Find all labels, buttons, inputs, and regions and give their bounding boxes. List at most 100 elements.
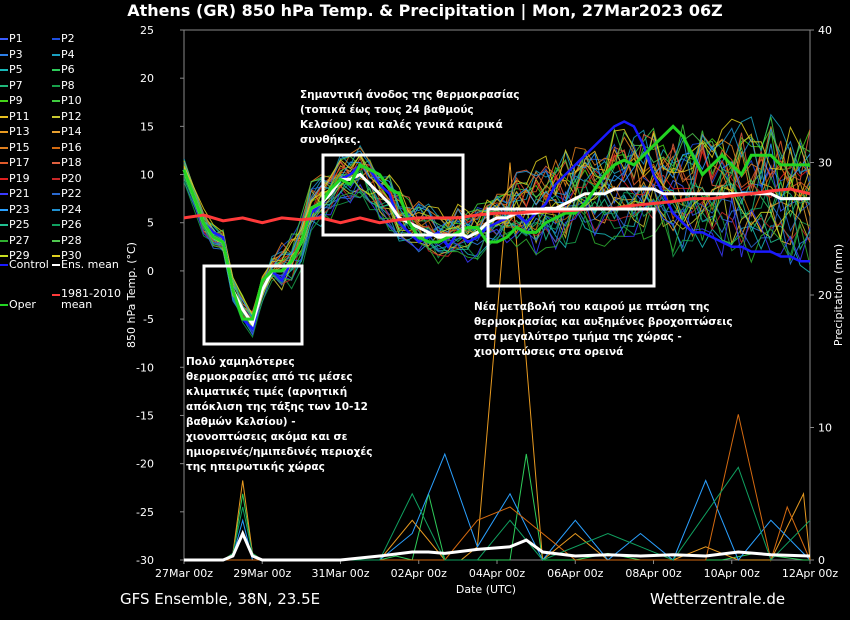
annotation-line: απόκλιση της τάξης των 10-12 bbox=[186, 401, 368, 413]
legend-label: P2 bbox=[61, 32, 75, 45]
y-tick-label: 15 bbox=[140, 120, 154, 133]
legend-label: P27 bbox=[9, 233, 30, 247]
legend-swatch bbox=[0, 177, 8, 180]
x-tick-label: 12Apr 00z bbox=[782, 567, 839, 580]
annotation-line: στο μεγαλύτερο τμήμα της χώρας - bbox=[474, 331, 682, 343]
legend-label: P22 bbox=[61, 187, 82, 200]
legend-label: P7 bbox=[9, 78, 23, 92]
legend-label: P26 bbox=[61, 218, 82, 231]
y-tick-label: 10 bbox=[140, 169, 154, 182]
y-axis-right: 40 30 20 10 0 bbox=[810, 24, 832, 567]
legend-label: P10 bbox=[61, 94, 82, 107]
legend-label: P3 bbox=[9, 47, 23, 61]
legend-swatch bbox=[0, 193, 8, 195]
x-tick-label: 02Apr 00z bbox=[391, 567, 448, 580]
y-right-tick-label: 30 bbox=[818, 157, 832, 170]
member-line bbox=[183, 142, 811, 322]
legend-swatch bbox=[52, 131, 60, 133]
annotation-warming: Σημαντική άνοδος της θερμοκρασίας (τοπικά… bbox=[300, 88, 519, 148]
y-tick-label: 5 bbox=[147, 217, 154, 230]
y-tick-label: -5 bbox=[143, 313, 154, 326]
legend-label: Oper bbox=[9, 298, 36, 311]
legend-swatch bbox=[0, 162, 8, 164]
y-right-tick-label: 10 bbox=[818, 422, 832, 435]
y-right-tick-label: 40 bbox=[818, 24, 832, 37]
chart-title: Athens (GR) 850 hPa Temp. & Precipitatio… bbox=[127, 1, 723, 20]
legend-swatch bbox=[0, 255, 8, 257]
legend-swatch bbox=[0, 208, 8, 211]
legend-label: P11 bbox=[9, 109, 30, 123]
y-tick-label: 20 bbox=[140, 72, 154, 85]
x-axis-label: Date (UTC) bbox=[456, 583, 516, 596]
legend-swatch bbox=[52, 53, 60, 56]
y-right-tick-label: 20 bbox=[818, 289, 832, 302]
legend-swatch bbox=[0, 264, 8, 266]
legend-label: P6 bbox=[61, 63, 75, 76]
y-right-tick-label: 0 bbox=[818, 554, 825, 567]
annotation-line: θερμοκρασίες από τις μέσες bbox=[186, 371, 353, 383]
annotation-line: χιονοπτώσεις ακόμα και σε bbox=[186, 431, 348, 443]
member-line bbox=[183, 166, 811, 324]
precip-line bbox=[184, 466, 811, 561]
y-tick-label: -10 bbox=[136, 361, 154, 374]
legend-swatch bbox=[0, 146, 8, 149]
legend-label: P4 bbox=[61, 47, 75, 61]
y-axis-left: 25 20 15 10 5 0 -5 -10 -15 -20 -25 -30 bbox=[136, 24, 184, 567]
y-axis-right-label: Precipitation (mm) bbox=[832, 244, 845, 346]
y-tick-label: 25 bbox=[140, 24, 154, 37]
y-axis-left-label: 850 hPa Temp. (°C) bbox=[125, 242, 138, 348]
annotation-line: Νέα μεταβολή του καιρού με πτώση της bbox=[474, 301, 710, 313]
legend-swatch bbox=[0, 100, 8, 102]
legend-swatch bbox=[52, 100, 60, 102]
series-layer bbox=[182, 120, 811, 332]
x-tick-label: 29Mar 00z bbox=[233, 567, 291, 580]
legend-swatch bbox=[0, 224, 8, 226]
annotation-cold: Πολύ χαμηλότερες θερμοκρασίες από τις μέσ… bbox=[186, 355, 372, 475]
annotation-line: κλιματικές τιμές (αρνητική bbox=[186, 386, 348, 398]
legend-swatch bbox=[52, 264, 60, 266]
legend-swatch bbox=[52, 115, 60, 118]
member-line bbox=[183, 174, 811, 330]
annotation-line: Πολύ χαμηλότερες bbox=[186, 356, 295, 368]
legend-label: P8 bbox=[61, 78, 75, 92]
y-tick-label: -25 bbox=[136, 506, 154, 519]
annotation-line: βαθμών Κελσίου) - bbox=[186, 416, 296, 428]
legend-swatch bbox=[52, 69, 60, 71]
legend-label: P29 bbox=[9, 249, 30, 262]
legend-label: Control bbox=[9, 258, 49, 271]
annotation-line: (τοπικά έως τους 24 βαθμούς bbox=[300, 104, 474, 116]
legend-label: P13 bbox=[9, 125, 30, 138]
legend-label: P20 bbox=[61, 171, 82, 185]
legend-swatch bbox=[0, 38, 8, 40]
source-caption: Wetterzentrale.de bbox=[650, 590, 786, 608]
legend-label: P24 bbox=[61, 202, 82, 216]
y-tick-label: -20 bbox=[136, 458, 154, 471]
legend-swatch bbox=[0, 84, 8, 87]
series-line bbox=[183, 187, 811, 225]
legend-swatch bbox=[52, 193, 60, 195]
x-tick-label: 08Apr 00z bbox=[625, 567, 682, 580]
precip-line bbox=[184, 529, 811, 562]
legend-label: P30 bbox=[61, 249, 82, 262]
annotation-line: θερμοκρασίας και αυξημένες βροχοπτώσεις bbox=[474, 316, 733, 328]
highlight-box-cold bbox=[202, 264, 304, 346]
legend-label: P23 bbox=[9, 202, 30, 216]
member-line bbox=[183, 149, 811, 324]
legend-swatch bbox=[52, 224, 60, 226]
member-line bbox=[183, 118, 811, 317]
legend-swatch bbox=[0, 304, 8, 306]
y-tick-label: -30 bbox=[136, 554, 154, 567]
legend-swatch bbox=[52, 208, 60, 211]
x-tick-label: 31Mar 00z bbox=[311, 567, 369, 580]
legend-swatch bbox=[52, 239, 60, 242]
legend-swatch bbox=[52, 162, 60, 164]
model-caption: GFS Ensemble, 38N, 23.5E bbox=[120, 590, 321, 608]
annotation-line: Κελσίου) και καλές γενικά καιρικά bbox=[300, 119, 503, 131]
x-tick-label: 10Apr 00z bbox=[704, 567, 761, 580]
member-line bbox=[183, 116, 811, 322]
legend-label: P5 bbox=[9, 63, 23, 76]
y-tick-label: -15 bbox=[136, 409, 154, 422]
legend-swatch bbox=[0, 239, 8, 242]
legend-swatch bbox=[52, 294, 60, 296]
